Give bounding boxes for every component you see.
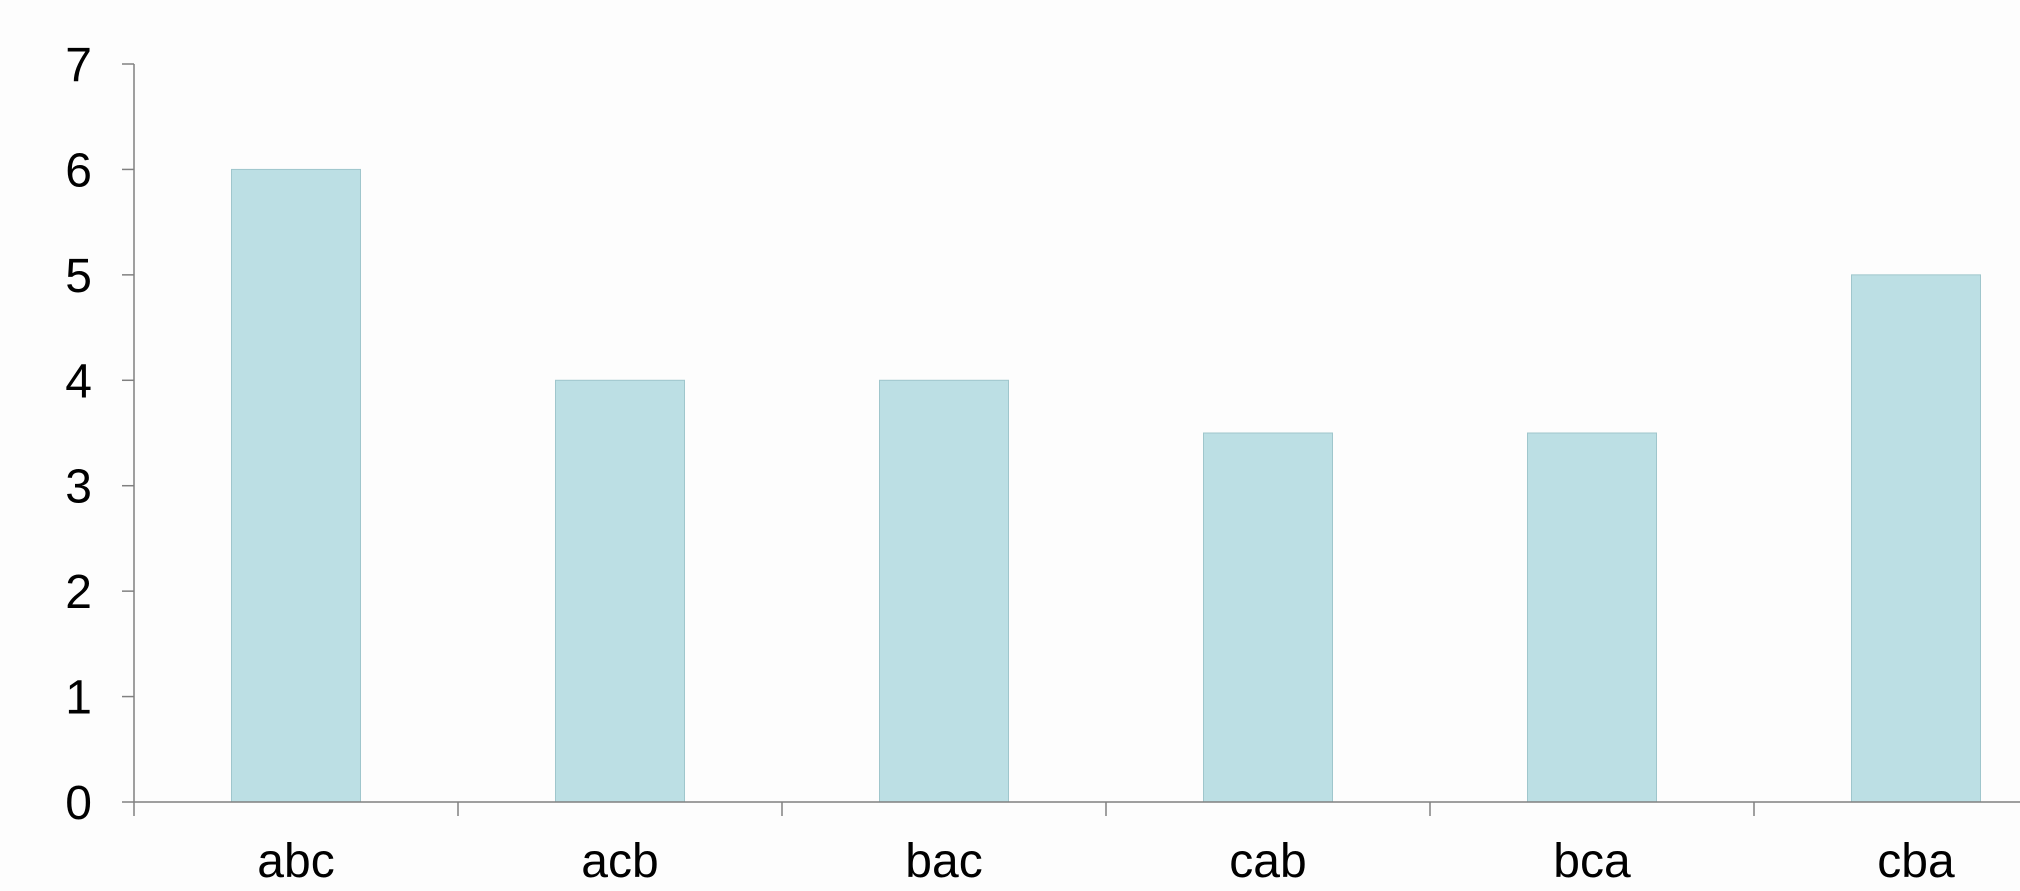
bar-cba — [1851, 274, 1981, 803]
bar-cab — [1203, 432, 1333, 803]
bar-abc — [231, 168, 361, 803]
y-tick-label: 1 — [65, 672, 92, 725]
x-tick-label: bca — [1553, 835, 1631, 888]
x-tick-label: abc — [257, 835, 334, 888]
y-tick-label: 2 — [65, 566, 92, 619]
axes — [133, 64, 2020, 803]
x-axis-ticks: abc acb bac cab bca cba — [133, 802, 1955, 888]
bars-layer — [231, 168, 1981, 803]
x-tick-label: cab — [1229, 835, 1306, 888]
y-tick-label: 0 — [65, 777, 92, 830]
x-tick-label: acb — [581, 835, 658, 888]
y-tick-label: 3 — [65, 461, 92, 514]
bar-bac — [879, 379, 1009, 803]
y-tick-label: 7 — [65, 39, 92, 92]
y-tick-label: 6 — [65, 144, 92, 197]
x-tick-label: cba — [1877, 835, 1955, 888]
bar-bca — [1527, 432, 1657, 803]
y-tick-label: 4 — [65, 355, 92, 408]
y-axis-ticks: 0 1 2 3 4 5 6 7 — [65, 39, 134, 830]
bar-acb — [555, 379, 685, 803]
x-tick-label: bac — [905, 835, 982, 888]
y-tick-label: 5 — [65, 250, 92, 303]
